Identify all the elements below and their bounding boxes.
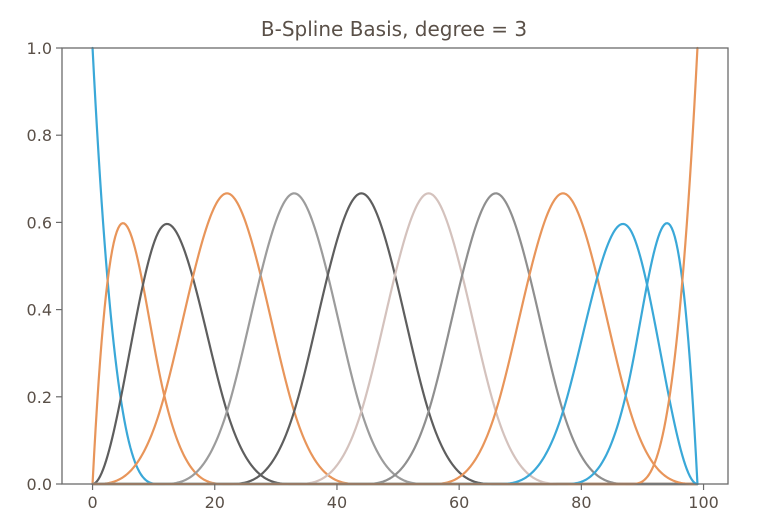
basis-curve-1	[91, 222, 699, 486]
basis-curve-11	[91, 46, 699, 486]
basis-curve-4	[91, 192, 699, 486]
basis-curve-9	[91, 222, 699, 486]
y-tick-label: 1.0	[27, 39, 52, 58]
basis-curve-6	[91, 192, 699, 486]
y-tick-label: 0.8	[27, 126, 52, 145]
x-tick-label: 0	[87, 493, 97, 512]
x-tick-label: 100	[688, 493, 719, 512]
basis-curve-8	[91, 192, 699, 486]
y-tick-label: 0.2	[27, 388, 52, 407]
y-tick-label: 0.0	[27, 475, 52, 494]
x-axis: 0 20 40 60 80 100	[87, 484, 719, 512]
plot-frame	[61, 47, 729, 485]
x-tick-label: 40	[327, 493, 347, 512]
x-tick-label: 20	[205, 493, 225, 512]
basis-curve-2	[91, 222, 699, 486]
basis-curve-5	[91, 192, 699, 486]
basis-curve-10	[91, 222, 699, 486]
y-axis: 0.0 0.2 0.4 0.6 0.8 1.0	[27, 39, 62, 494]
basis-curve-3	[91, 192, 699, 486]
chart-title: B-Spline Basis, degree = 3	[261, 17, 527, 41]
basis-curve-0	[91, 46, 699, 486]
x-tick-label: 60	[449, 493, 469, 512]
y-tick-label: 0.4	[27, 301, 52, 320]
basis-curve-7	[91, 192, 699, 486]
curves-group	[91, 46, 699, 486]
x-tick-label: 80	[571, 493, 591, 512]
y-tick-label: 0.6	[27, 213, 52, 232]
